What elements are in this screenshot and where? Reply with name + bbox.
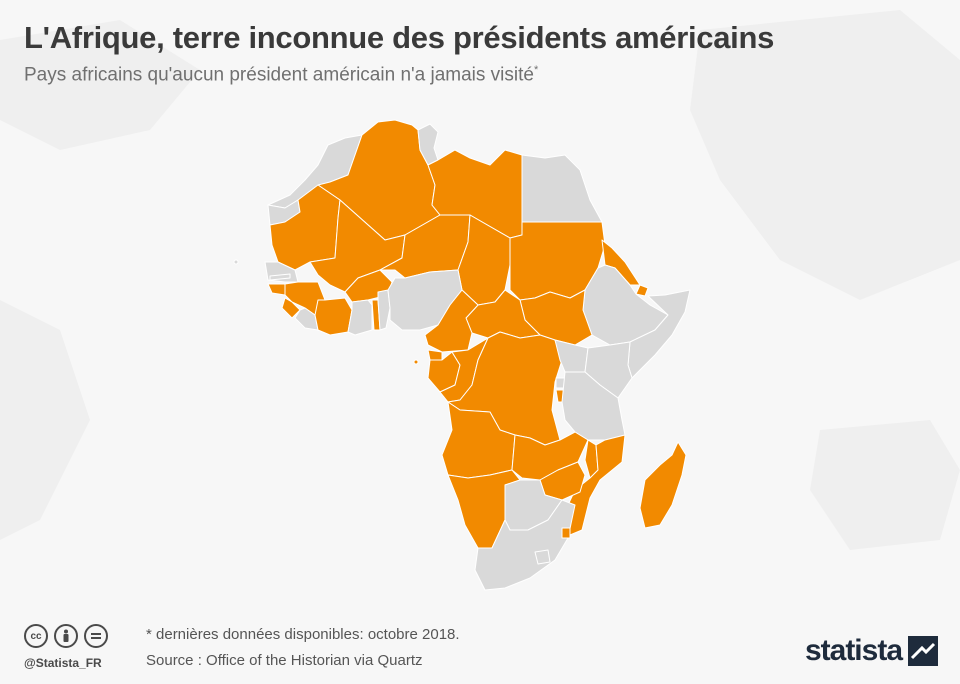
country-sierra-leone [281,297,301,319]
country-equatorial-guinea [427,349,443,361]
page-subtitle: Pays africains qu'aucun président améric… [24,64,539,86]
country-tunisia [417,123,439,166]
brand-name: statista [804,634,903,667]
country-cote-divoire [314,297,353,336]
country-mauritania [269,184,341,271]
person-icon[interactable] [54,624,78,648]
country-lesotho [534,549,551,565]
country-ethiopia [582,264,669,346]
footnote: * dernières données disponibles: octobre… [146,626,460,643]
country-guinea-bissau [267,283,286,296]
equals-icon[interactable] [84,624,108,648]
island-cape-verde [233,259,239,265]
statista-brand[interactable]: statista [805,634,938,668]
country-zambia [511,431,589,481]
country-ghana [347,299,373,336]
twitter-handle[interactable]: @Statista_FR [24,656,102,670]
country-south-africa [474,499,576,591]
country-eswatini [561,527,571,539]
country-egypt [521,154,603,223]
country-madagascar [639,441,687,529]
cc-icon[interactable]: cc [24,624,48,648]
statista-logo-icon [908,636,938,666]
source-text: Source : Office of the Historian via Qua… [146,652,423,669]
country-sao-tome [413,359,419,365]
subtitle-footnote-mark: * [533,64,539,76]
license-icons: cc [24,624,108,648]
country-cameroon [424,289,479,353]
country-djibouti [635,284,649,297]
country-gambia [269,273,291,281]
page-title: L'Afrique, terre inconnue des présidents… [24,20,775,55]
country-somalia [627,289,691,379]
